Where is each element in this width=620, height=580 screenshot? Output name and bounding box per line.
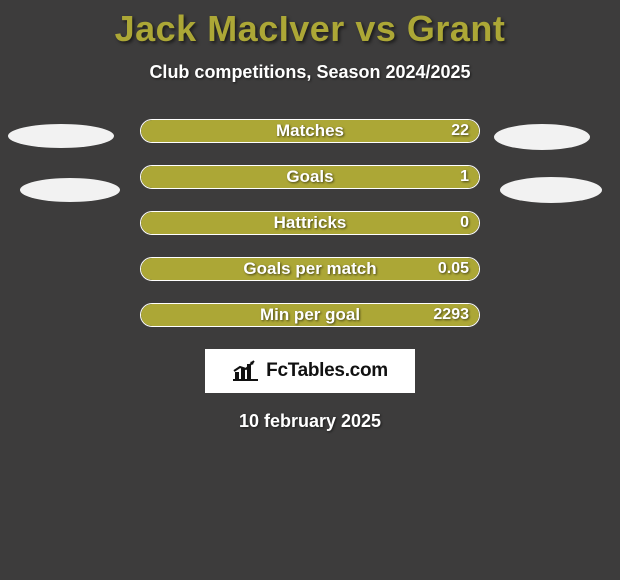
decorative-ellipse <box>8 124 114 148</box>
bar-value: 2293 <box>433 306 469 324</box>
bar-row: Matches 22 <box>140 119 480 143</box>
competition-subtitle: Club competitions, Season 2024/2025 <box>0 62 620 83</box>
snapshot-date: 10 february 2025 <box>0 411 620 432</box>
bar-value: 0.05 <box>438 260 469 278</box>
badge-text: FcTables.com <box>266 360 388 382</box>
bar-label: Goals <box>286 167 333 187</box>
bar-row: Hattricks 0 <box>140 211 480 235</box>
player2-name: Grant <box>407 8 506 49</box>
decorative-ellipse <box>500 177 602 203</box>
chart-icon <box>232 360 260 382</box>
bar-value: 1 <box>460 168 469 186</box>
decorative-ellipse <box>20 178 120 202</box>
vs-separator: vs <box>355 8 396 49</box>
bar-row: Goals 1 <box>140 165 480 189</box>
decorative-ellipse <box>494 124 590 150</box>
bar-row: Goals per match 0.05 <box>140 257 480 281</box>
bar-value: 0 <box>460 214 469 232</box>
bar-label: Goals per match <box>243 259 376 279</box>
comparison-title: Jack MacIver vs Grant <box>0 0 620 50</box>
bar-value: 22 <box>451 122 469 140</box>
bar-label: Hattricks <box>274 213 347 233</box>
bar-label: Matches <box>276 121 344 141</box>
player1-name: Jack MacIver <box>115 8 345 49</box>
fctables-badge[interactable]: FcTables.com <box>205 349 415 393</box>
comparison-chart: Matches 22 Goals 1 Hattricks 0 Goals per match… <box>0 119 620 327</box>
bar-label: Min per goal <box>260 305 360 325</box>
bar-row: Min per goal 2293 <box>140 303 480 327</box>
bar-list: Matches 22 Goals 1 Hattricks 0 Goals per match… <box>140 119 480 327</box>
